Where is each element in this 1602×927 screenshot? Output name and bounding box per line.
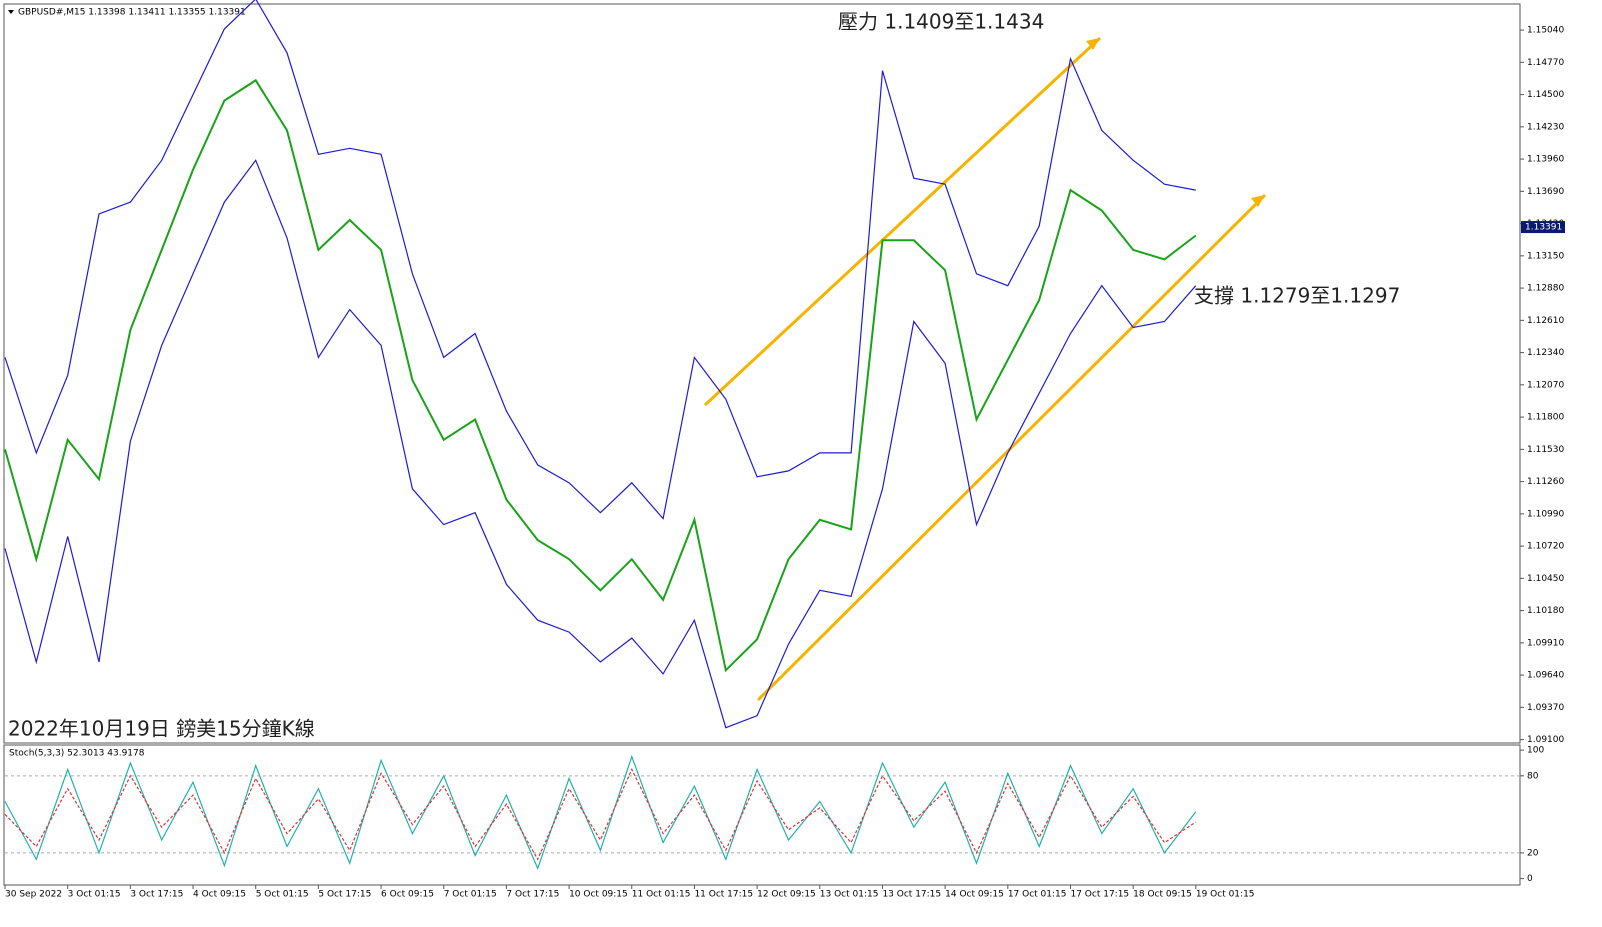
resistance-trendline xyxy=(703,36,1102,407)
price-pane xyxy=(3,3,1521,744)
y-tick-label: 100 xyxy=(1527,746,1544,756)
x-tick-label: 13 Oct 17:15 xyxy=(882,890,941,900)
x-tick-label: 17 Oct 17:15 xyxy=(1070,890,1129,900)
x-tick-label: 6 Oct 09:15 xyxy=(381,890,434,900)
x-tick-label: 12 Oct 09:15 xyxy=(757,890,816,900)
y-tick-label: 1.13690 xyxy=(1527,187,1564,197)
y-tick-label: 1.10720 xyxy=(1527,542,1564,552)
arrow-head xyxy=(1086,38,1100,50)
last-price-box xyxy=(1521,221,1565,234)
y-tick-label: 1.15040 xyxy=(1527,26,1564,36)
x-tick-label: 3 Oct 17:15 xyxy=(130,890,183,900)
menu-triangle xyxy=(8,10,14,14)
y-tick-label: 1.09640 xyxy=(1527,671,1564,681)
y-tick-label: 1.11530 xyxy=(1527,445,1564,455)
y-tick-label: 1.10180 xyxy=(1527,606,1564,616)
annotation: 支撐 1.1279至1.1297 xyxy=(1194,284,1400,308)
x-tick-label: 19 Oct 01:15 xyxy=(1196,890,1255,900)
x-tick-label: 10 Oct 09:15 xyxy=(569,890,628,900)
annotation: 2022年10月19日 鎊美15分鐘K線 xyxy=(8,717,315,741)
x-tick-label: 30 Sep 2022 xyxy=(5,890,62,900)
y-tick-label: 1.13150 xyxy=(1527,251,1564,261)
x-tick-label: 18 Oct 09:15 xyxy=(1133,890,1192,900)
x-tick-label: 17 Oct 01:15 xyxy=(1008,890,1067,900)
last-price-label: 1.13391 xyxy=(1525,223,1562,233)
stoch-pane xyxy=(3,744,1521,886)
y-tick-label: 1.11800 xyxy=(1527,413,1564,423)
y-tick-label: 80 xyxy=(1527,771,1539,781)
y-tick-label: 1.12610 xyxy=(1527,316,1564,326)
series-line xyxy=(4,0,1196,520)
y-tick-label: 1.14500 xyxy=(1527,90,1564,100)
series-line xyxy=(4,767,1197,861)
x-tick-label: 3 Oct 01:15 xyxy=(68,890,121,900)
annotation: 壓力 1.1409至1.1434 xyxy=(838,10,1044,34)
y-tick-label: 1.14770 xyxy=(1527,58,1564,68)
arrow-head xyxy=(1251,195,1265,207)
y-tick-label: 1.12070 xyxy=(1527,380,1564,390)
x-tick-label: 4 Oct 09:15 xyxy=(193,890,246,900)
y-tick-label: 0 xyxy=(1527,874,1533,884)
y-tick-label: 1.09100 xyxy=(1527,735,1564,745)
y-tick-label: 1.09910 xyxy=(1527,638,1564,648)
y-tick-label: 1.11260 xyxy=(1527,477,1564,487)
x-tick-label: 11 Oct 01:15 xyxy=(632,890,691,900)
x-tick-label: 5 Oct 17:15 xyxy=(318,890,371,900)
x-tick-label: 11 Oct 17:15 xyxy=(694,890,753,900)
chart-title: GBPUSD#,M15 1.13398 1.13411 1.13355 1.13… xyxy=(18,8,246,18)
x-tick-label: 7 Oct 01:15 xyxy=(444,890,497,900)
x-tick-label: 14 Oct 09:15 xyxy=(945,890,1004,900)
series-line xyxy=(4,754,1197,870)
y-tick-label: 1.14230 xyxy=(1527,122,1564,132)
y-tick-label: 20 xyxy=(1527,848,1539,858)
stoch-title: Stoch(5,3,3) 52.3013 43.9178 xyxy=(9,749,145,759)
y-tick-label: 1.10990 xyxy=(1527,509,1564,519)
y-tick-label: 1.09370 xyxy=(1527,703,1564,713)
y-tick-label: 1.13960 xyxy=(1527,155,1564,165)
y-tick-label: 1.10450 xyxy=(1527,574,1564,584)
x-tick-label: 13 Oct 01:15 xyxy=(820,890,879,900)
y-tick-label: 1.12340 xyxy=(1527,348,1564,358)
series-line xyxy=(4,78,1197,673)
support-trendline xyxy=(756,193,1267,702)
x-tick-label: 7 Oct 17:15 xyxy=(506,890,559,900)
x-tick-label: 5 Oct 01:15 xyxy=(256,890,309,900)
series-line xyxy=(4,159,1197,729)
y-tick-label: 1.12880 xyxy=(1527,284,1564,294)
